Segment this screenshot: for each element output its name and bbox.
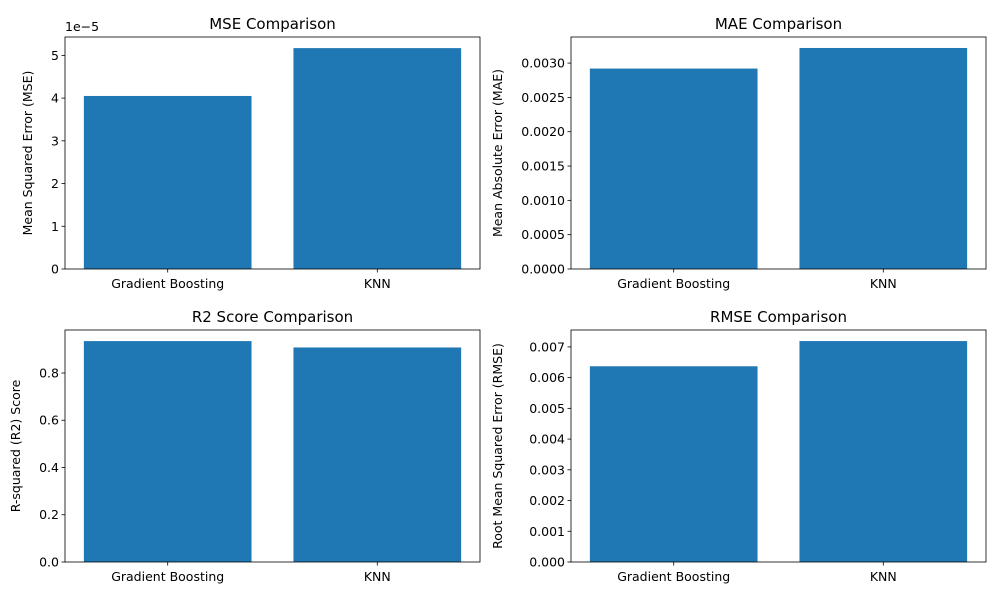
y-tick-label: 0.001 <box>529 524 565 539</box>
y-tick-label: 5 <box>51 48 59 63</box>
y-axis-label: Mean Absolute Error (MAE) <box>490 69 505 237</box>
chart-title: MAE Comparison <box>715 15 842 33</box>
axes-frame <box>570 36 987 270</box>
bar-knn <box>293 347 462 562</box>
bar-gradient-boosting <box>589 366 758 562</box>
subplot-3: 0.0 0.2 0.4 0.6 0.8 Gradient Boosting KNN R2 Sc… <box>8 308 481 584</box>
bar-knn <box>293 48 462 269</box>
y-tick-label: 0.0020 <box>521 124 565 139</box>
chart-title: RMSE Comparison <box>710 308 847 326</box>
y-axis-label: Root Mean Squared Error (RMSE) <box>490 343 505 549</box>
y-tick-label: 4 <box>51 91 59 106</box>
y-tick-label: 0.0 <box>39 555 59 570</box>
x-tick-label: KNN <box>364 569 391 584</box>
subplot-2: 0.0000 0.0005 0.0010 0.0015 0.0020 0.0025 0.00… <box>490 15 987 291</box>
y-tick-label: 0.0030 <box>521 56 565 71</box>
subplot-4: 0.000 0.001 0.002 0.003 0.004 0.005 0.006 0.007… <box>490 308 987 584</box>
x-tick-label: KNN <box>364 276 391 291</box>
axes-frame <box>570 329 987 563</box>
y-tick-label: 0.6 <box>39 413 59 428</box>
bar-gradient-boosting <box>83 341 252 562</box>
y-tick-label: 0.4 <box>39 460 59 475</box>
y-tick-label: 0.8 <box>39 365 59 380</box>
x-tick-label: Gradient Boosting <box>617 276 730 291</box>
y-tick-label: 2 <box>51 176 59 191</box>
y-tick-label: 0.004 <box>529 432 565 447</box>
x-tick-label: Gradient Boosting <box>111 276 224 291</box>
chart-title: R2 Score Comparison <box>192 308 353 326</box>
y-tick-label: 0.0005 <box>521 227 565 242</box>
y-axis-label: Mean Squared Error (MSE) <box>20 71 35 236</box>
y-tick-label: 0.0015 <box>521 159 565 174</box>
y-tick-label: 0.005 <box>529 401 565 416</box>
x-tick-label: KNN <box>870 569 897 584</box>
y-tick-label: 0.0000 <box>521 262 565 277</box>
x-tick-label: KNN <box>870 276 897 291</box>
y-tick-label: 0.0025 <box>521 90 565 105</box>
y-tick-label: 0 <box>51 262 59 277</box>
y-tick-label: 0.006 <box>529 370 565 385</box>
y-tick-label: 3 <box>51 133 59 148</box>
y-tick-label: 0.003 <box>529 462 565 477</box>
y-tick-label: 0.2 <box>39 507 59 522</box>
bar-knn <box>799 341 968 562</box>
y-offset-label: 1e−5 <box>65 19 99 34</box>
chart-title: MSE Comparison <box>209 15 336 33</box>
y-tick-label: 0.000 <box>529 555 565 570</box>
x-tick-label: Gradient Boosting <box>617 569 730 584</box>
y-tick-label: 0.002 <box>529 493 565 508</box>
bar-gradient-boosting <box>83 95 252 269</box>
subplot-1: 0 1 2 3 4 5 Gradient Boosting KNN MSE Comparison… <box>20 15 481 291</box>
y-tick-label: 0.007 <box>529 339 565 354</box>
bar-knn <box>799 47 968 269</box>
x-tick-label: Gradient Boosting <box>111 569 224 584</box>
y-axis-label: R-squared (R2) Score <box>8 379 23 512</box>
y-tick-label: 0.0010 <box>521 193 565 208</box>
axes-frame <box>64 36 481 270</box>
axes-frame <box>64 329 481 563</box>
y-tick-label: 1 <box>51 219 59 234</box>
bar-gradient-boosting <box>589 68 758 269</box>
